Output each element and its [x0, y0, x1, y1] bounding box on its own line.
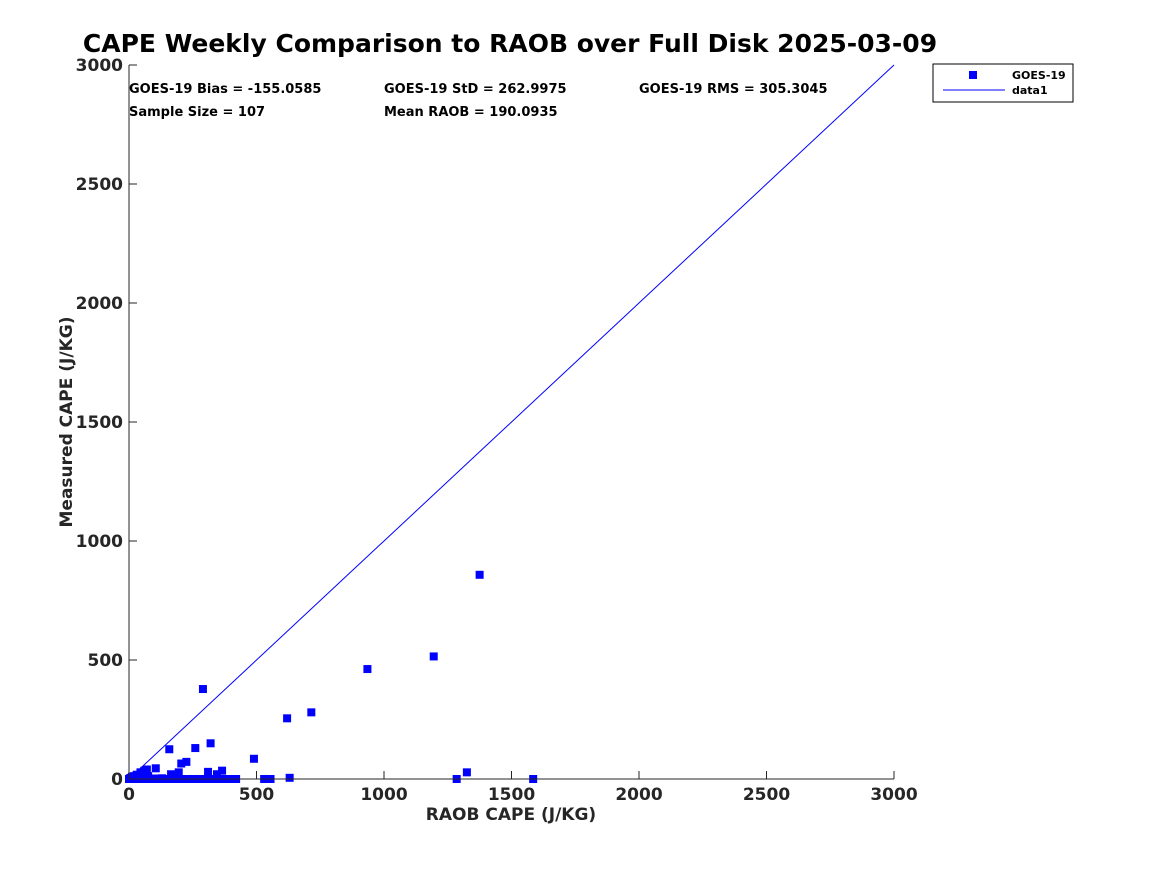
legend-label-goes19: GOES-19	[1012, 69, 1066, 82]
y-tick-label: 2000	[76, 294, 123, 314]
axes: 0 500 1000 1500 2000 2500 3000 0 500 1000 1500 2000…	[76, 56, 918, 805]
stat-bias: GOES-19 Bias = -155.0585	[129, 82, 321, 97]
y-tick-label: 1000	[76, 532, 123, 552]
chart-title: CAPE Weekly Comparison to RAOB over Full…	[83, 29, 937, 58]
x-tick-label: 3000	[870, 785, 917, 805]
stat-sample-size: Sample Size = 107	[129, 105, 265, 120]
data-point	[462, 768, 471, 777]
series-line-data1	[128, 64, 895, 780]
y-axis-label: Measured CAPE (J/KG)	[57, 317, 77, 528]
data-point	[142, 765, 151, 774]
legend-box	[932, 63, 1074, 103]
y-tick-label: 3000	[76, 56, 123, 76]
x-axis-label: RAOB CAPE (J/KG)	[426, 805, 596, 825]
data-point	[206, 739, 215, 748]
data-point	[285, 773, 294, 782]
legend-label-data1: data1	[1012, 84, 1048, 97]
y-tick-label: 2500	[76, 175, 123, 195]
x-tick-label: 2000	[615, 785, 662, 805]
data-point	[165, 745, 174, 754]
x-tick-label: 2500	[743, 785, 790, 805]
data-point	[177, 759, 186, 768]
y-tick-label: 0	[111, 770, 123, 790]
data-point	[218, 766, 227, 775]
data-point	[307, 708, 316, 717]
data-point	[174, 768, 183, 777]
data-point	[167, 770, 176, 779]
plot-area: 0 500 1000 1500 2000 2500 3000 0 500 1000 1500 2000…	[76, 56, 918, 805]
stats-annotations: GOES-19 Bias = -155.0585 GOES-19 StD = 2…	[129, 82, 828, 120]
data-point	[151, 764, 160, 773]
x-tick-label: 1500	[488, 785, 535, 805]
data-point	[212, 770, 221, 779]
data-point	[363, 665, 372, 674]
data-point	[475, 570, 484, 579]
x-tick-label: 0	[123, 785, 135, 805]
legend: GOES-19 data1	[932, 63, 1074, 103]
legend-marker-goes19	[969, 71, 977, 79]
stat-std: GOES-19 StD = 262.9975	[384, 82, 567, 97]
stat-rms: GOES-19 RMS = 305.3045	[639, 82, 828, 97]
data-point	[191, 744, 200, 753]
data-point	[204, 767, 213, 776]
data-point	[429, 652, 438, 661]
data-point	[249, 754, 258, 763]
data-point	[198, 685, 207, 694]
chart-marks	[125, 64, 895, 783]
data-point	[182, 757, 191, 766]
y-tick-label: 500	[88, 651, 124, 671]
x-tick-label: 500	[239, 785, 275, 805]
data-point	[283, 714, 292, 723]
y-tick-label: 1500	[76, 413, 123, 433]
stat-mean-raob: Mean RAOB = 190.0935	[384, 105, 558, 120]
x-tick-label: 1000	[360, 785, 407, 805]
